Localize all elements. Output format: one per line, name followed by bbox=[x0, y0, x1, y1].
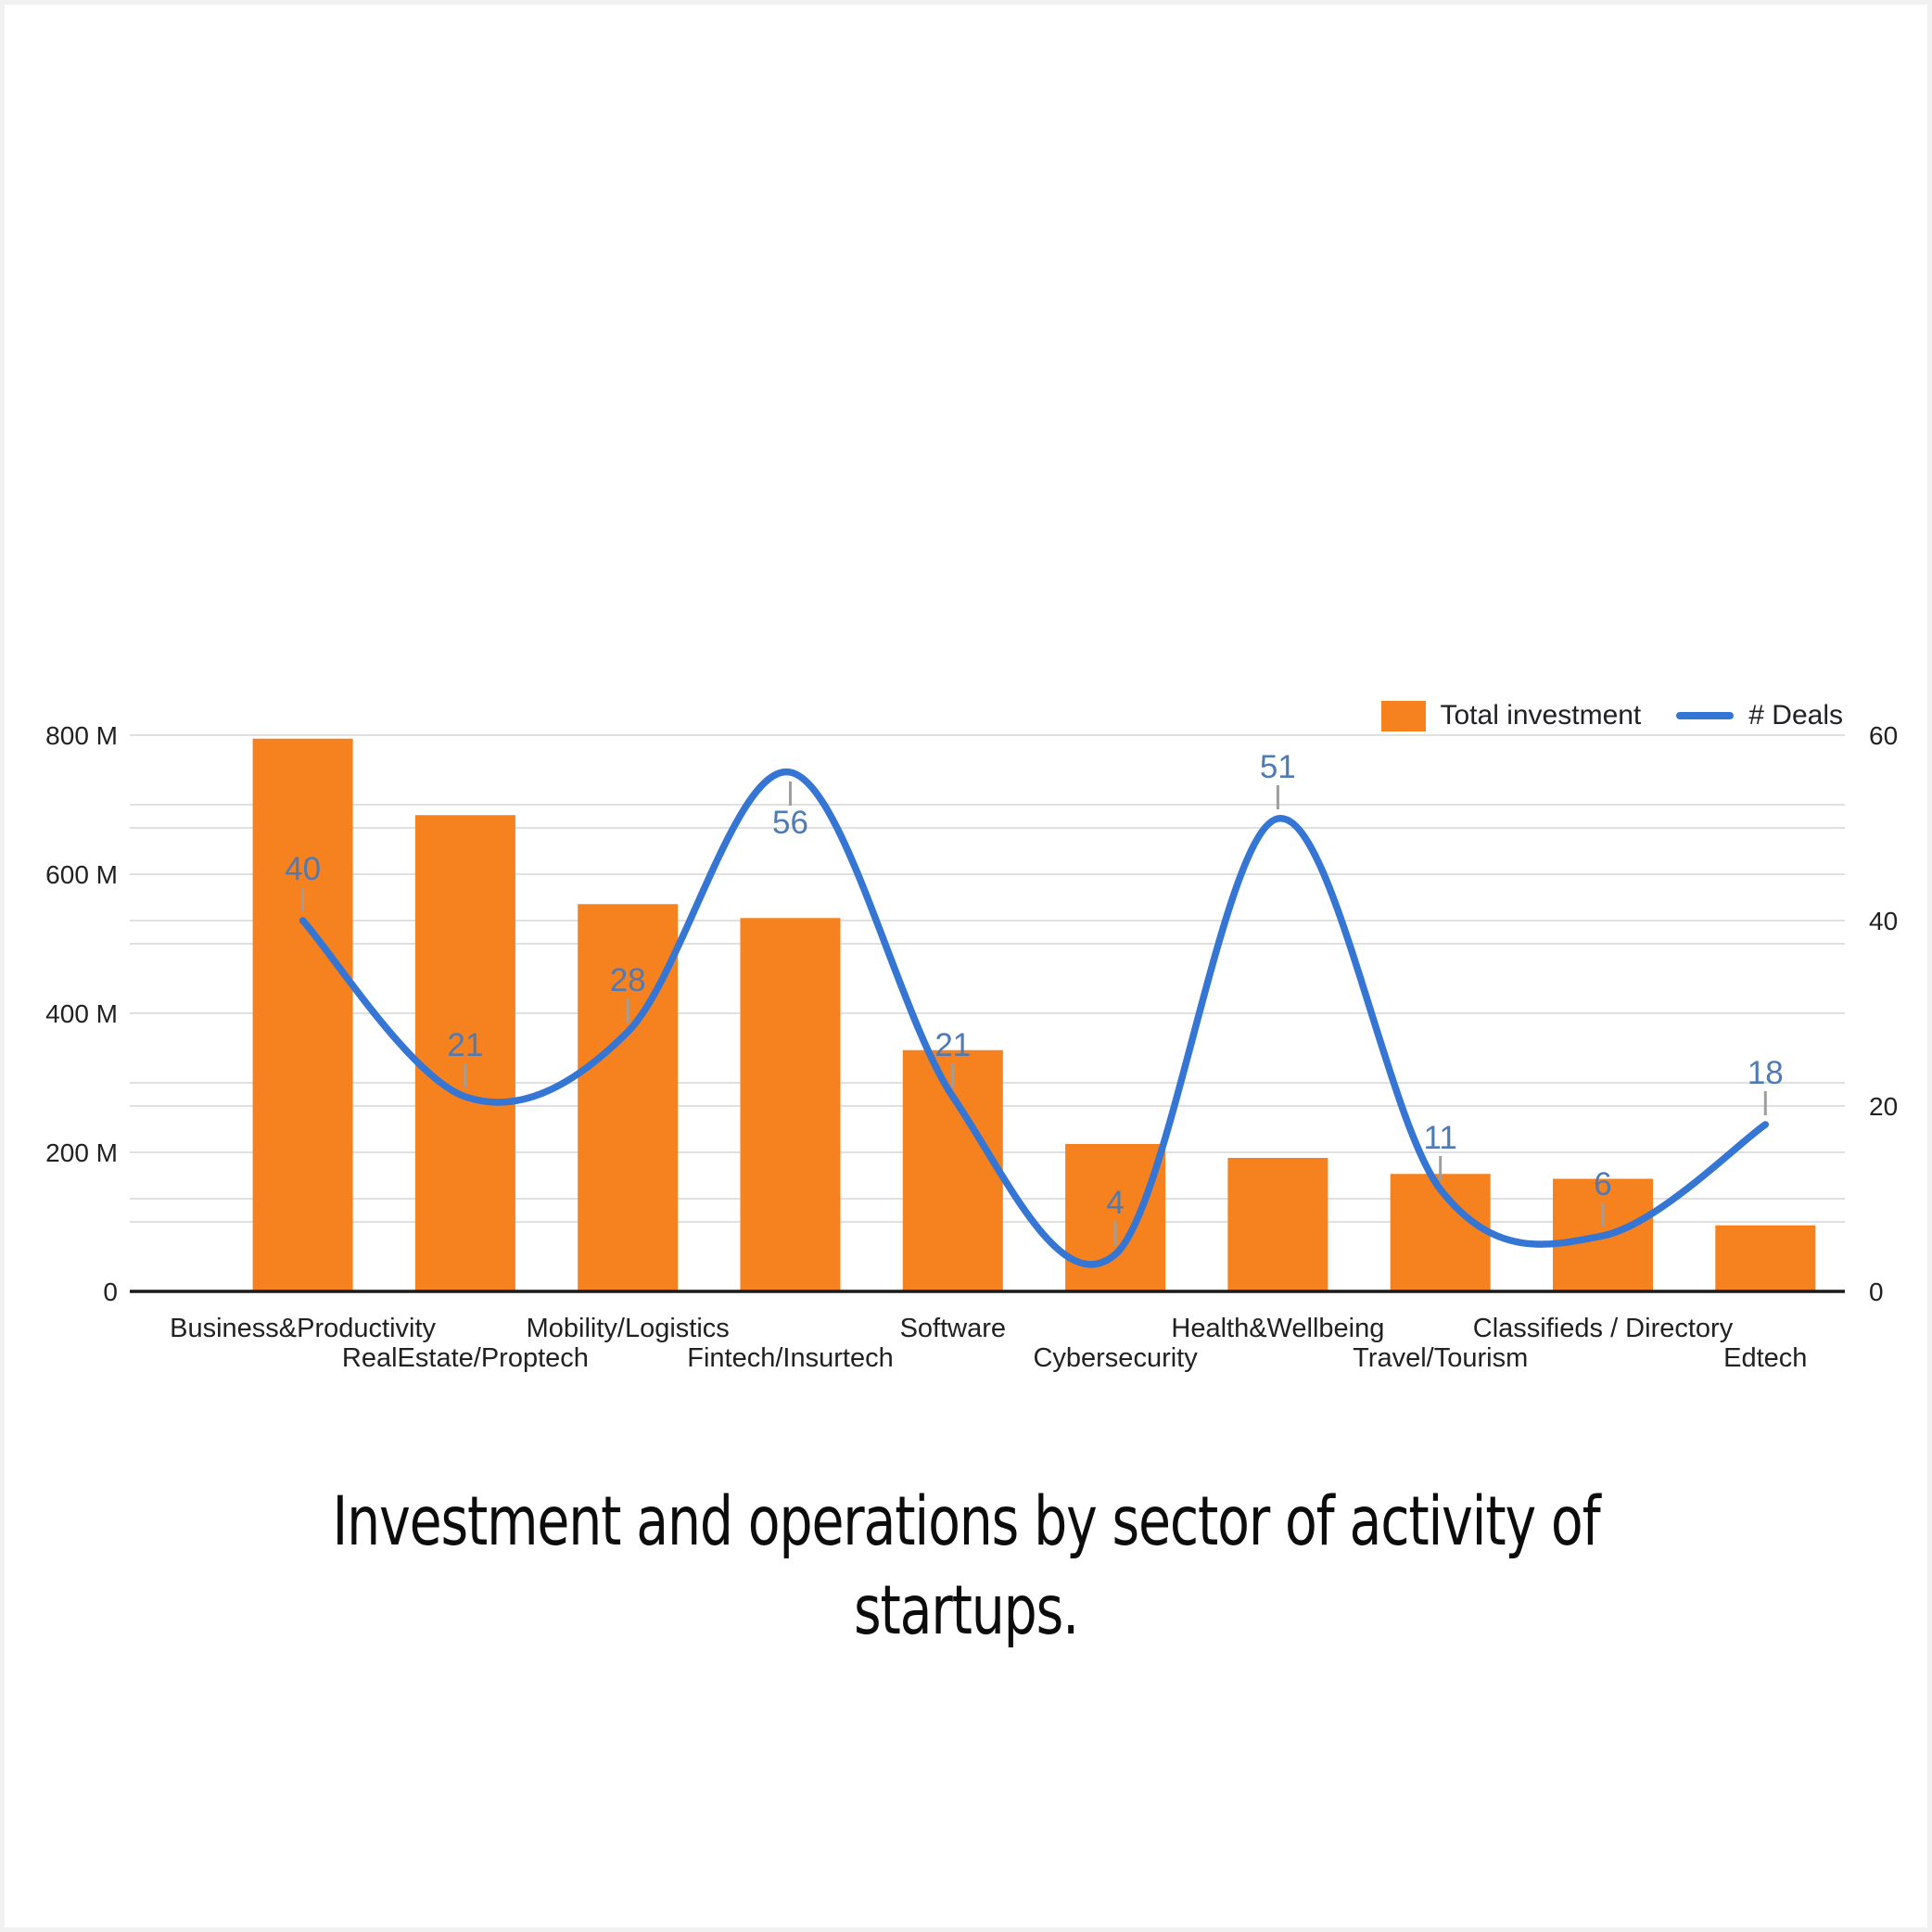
left-axis-tick-label: 600 M bbox=[45, 860, 118, 889]
category-label: Classifieds / Directory bbox=[1473, 1314, 1734, 1343]
bar-health-wellbeing[interactable] bbox=[1227, 1158, 1328, 1291]
category-label: Edtech bbox=[1723, 1343, 1807, 1373]
right-axis-tick-label: 40 bbox=[1869, 907, 1898, 935]
category-label: Mobility/Logistics bbox=[527, 1314, 730, 1343]
deal-value-label: 28 bbox=[610, 962, 646, 998]
deal-value-label: 18 bbox=[1748, 1055, 1784, 1091]
right-axis-tick-label: 60 bbox=[1869, 721, 1898, 750]
line-series-swatch-icon bbox=[1676, 712, 1735, 719]
category-label: Health&Wellbeing bbox=[1171, 1314, 1384, 1343]
deal-value-label: 4 bbox=[1106, 1185, 1124, 1221]
deal-value-label: 51 bbox=[1260, 749, 1296, 785]
chart-legend: Total investment # Deals bbox=[1380, 697, 1843, 734]
bar-edtech[interactable] bbox=[1715, 1225, 1816, 1291]
bar-business-productivity[interactable] bbox=[252, 738, 353, 1291]
right-axis-tick-label: 0 bbox=[1869, 1277, 1884, 1306]
deal-value-label: 21 bbox=[934, 1027, 971, 1063]
category-label: Travel/Tourism bbox=[1353, 1343, 1528, 1373]
bar-fintech-insurtech[interactable] bbox=[740, 918, 841, 1291]
deals-line bbox=[299, 769, 1770, 1268]
legend-label-total-investment: Total investment bbox=[1440, 700, 1642, 731]
left-axis-tick-label: 800 M bbox=[45, 721, 118, 750]
chart-title: Investment and operations by sector of a… bbox=[332, 1482, 1601, 1651]
bar-series-swatch-icon bbox=[1380, 700, 1426, 731]
legend-item-total-investment[interactable]: Total investment bbox=[1380, 700, 1642, 731]
category-label: Business&Productivity bbox=[170, 1314, 436, 1343]
right-axis-tick-label: 20 bbox=[1869, 1092, 1898, 1121]
deal-value-label: 11 bbox=[1424, 1120, 1457, 1156]
bar-mobility-logistics[interactable] bbox=[578, 904, 679, 1291]
deal-value-label: 21 bbox=[447, 1027, 483, 1063]
deal-value-label: 6 bbox=[1594, 1166, 1611, 1202]
left-axis-tick-label: 400 M bbox=[45, 999, 118, 1028]
category-label: Fintech/Insurtech bbox=[687, 1343, 893, 1373]
left-axis-tick-label: 0 bbox=[103, 1277, 118, 1306]
left-axis-tick-label: 200 M bbox=[45, 1138, 118, 1167]
deal-value-label: 56 bbox=[772, 805, 808, 841]
legend-label-deals: # Deals bbox=[1748, 700, 1843, 731]
deal-value-label: 40 bbox=[285, 851, 321, 887]
category-label: RealEstate/Proptech bbox=[342, 1343, 589, 1373]
bar-realestate-proptech[interactable] bbox=[414, 815, 515, 1291]
category-label: Software bbox=[900, 1314, 1006, 1343]
bar-cybersecurity[interactable] bbox=[1065, 1144, 1166, 1291]
category-label: Cybersecurity bbox=[1033, 1343, 1198, 1373]
legend-item-deals[interactable]: # Deals bbox=[1676, 700, 1843, 731]
